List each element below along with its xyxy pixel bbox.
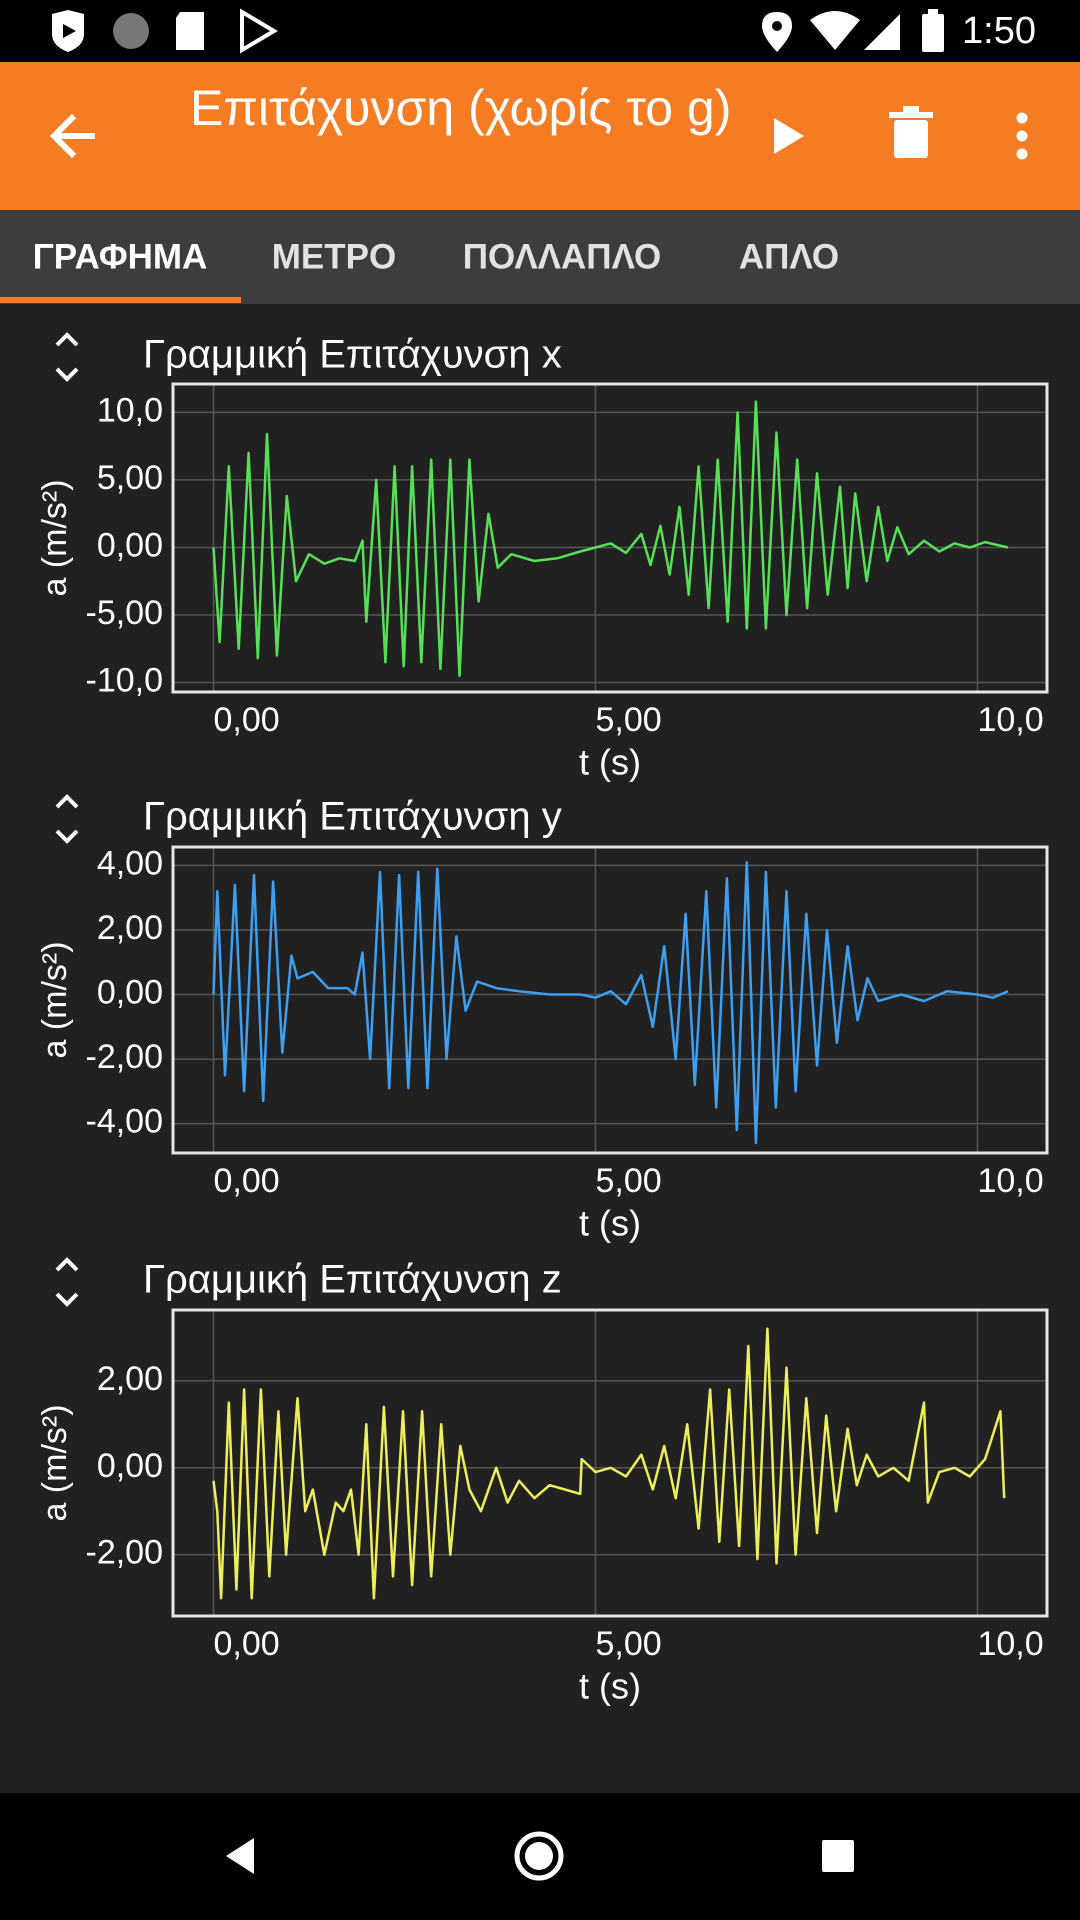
play-store-icon — [240, 8, 278, 54]
y-axis-label: a (m/s²) — [36, 941, 74, 1058]
y-tick-label: 2,00 — [97, 909, 163, 947]
signal-icon — [864, 14, 900, 50]
nav-recents[interactable] — [822, 1840, 854, 1872]
expand-toggle[interactable] — [55, 332, 79, 382]
shield-icon-play — [63, 24, 76, 38]
trash-handle — [903, 106, 919, 112]
y-tick-label: 2,00 — [97, 1360, 163, 1398]
tab[interactable]: ΠΟΛΛΑΠΛΟ — [463, 237, 661, 276]
trash-body — [894, 120, 928, 158]
x-tick-label: 5,00 — [595, 1162, 661, 1200]
play-button[interactable] — [774, 118, 804, 154]
tab[interactable]: ΓΡΑΦΗΜΑ — [33, 237, 208, 276]
y-tick-label: -5,00 — [86, 594, 164, 632]
location-dot — [772, 21, 782, 31]
tab[interactable]: ΑΠΛΟ — [739, 237, 839, 276]
x-tick-label: 5,00 — [595, 701, 661, 739]
x-tick-label: 10,0 — [977, 701, 1043, 739]
x-axis-label: t (s) — [579, 1666, 641, 1707]
x-axis-label: t (s) — [579, 1203, 641, 1244]
plot-frame — [171, 845, 1049, 1155]
x-tick-label: 10,0 — [977, 1162, 1043, 1200]
sd-icon — [176, 12, 204, 50]
location-icon — [762, 12, 792, 52]
y-tick-label: -2,00 — [86, 1534, 164, 1572]
tab-bar — [0, 210, 1080, 304]
y-tick-label: 5,00 — [97, 459, 163, 497]
x-tick-label: 10,0 — [977, 1625, 1043, 1663]
delete-button[interactable] — [889, 106, 933, 158]
back-button[interactable] — [49, 113, 95, 159]
sync-icon — [113, 13, 149, 49]
y-axis-label: a (m/s²) — [36, 479, 74, 596]
dot — [1016, 112, 1028, 124]
y-tick-label: -2,00 — [86, 1038, 164, 1076]
y-tick-label: 4,00 — [97, 844, 163, 882]
chart-title: Γραμμική Επιτάχυνση y — [143, 795, 562, 839]
toolbar-title: Επιτάχυνση (χωρίς το g) — [190, 80, 732, 136]
data-line — [212, 860, 1009, 1145]
y-tick-label: -10,0 — [86, 662, 164, 700]
nav-back[interactable] — [226, 1838, 254, 1874]
x-axis-label: t (s) — [579, 742, 641, 783]
y-tick-label: 0,00 — [97, 526, 163, 564]
x-tick-label: 5,00 — [595, 1625, 661, 1663]
battery-icon — [922, 14, 944, 52]
nav-home-dot — [525, 1842, 553, 1870]
tab-indicator — [0, 297, 241, 303]
plot-frame — [171, 382, 1049, 694]
battery-cap — [928, 9, 938, 15]
data-line — [212, 400, 1009, 678]
y-tick-label: 10,0 — [97, 391, 163, 429]
x-tick-label: 0,00 — [213, 701, 279, 739]
chart-title: Γραμμική Επιτάχυνση z — [143, 1258, 562, 1302]
y-tick-label: -4,00 — [86, 1103, 164, 1141]
plot-frame — [171, 1308, 1049, 1618]
status-bar — [0, 0, 1080, 62]
y-axis-label: a (m/s²) — [36, 1404, 74, 1521]
expand-toggle[interactable] — [55, 794, 79, 844]
nav-home[interactable] — [514, 1831, 564, 1881]
chart-title: Γραμμική Επιτάχυνση x — [143, 333, 562, 377]
dot — [1016, 148, 1028, 160]
more-button[interactable] — [1016, 112, 1028, 160]
tab[interactable]: ΜΕΤΡΟ — [272, 237, 396, 276]
x-tick-label: 0,00 — [213, 1162, 279, 1200]
wifi-icon — [810, 11, 860, 50]
dot — [1016, 130, 1028, 142]
y-tick-label: 0,00 — [97, 973, 163, 1011]
trash-lid — [889, 112, 933, 118]
expand-toggle[interactable] — [55, 1257, 79, 1307]
x-tick-label: 0,00 — [213, 1625, 279, 1663]
data-line — [212, 1327, 1006, 1600]
status-time: 1:50 — [962, 10, 1036, 52]
y-tick-label: 0,00 — [97, 1447, 163, 1485]
